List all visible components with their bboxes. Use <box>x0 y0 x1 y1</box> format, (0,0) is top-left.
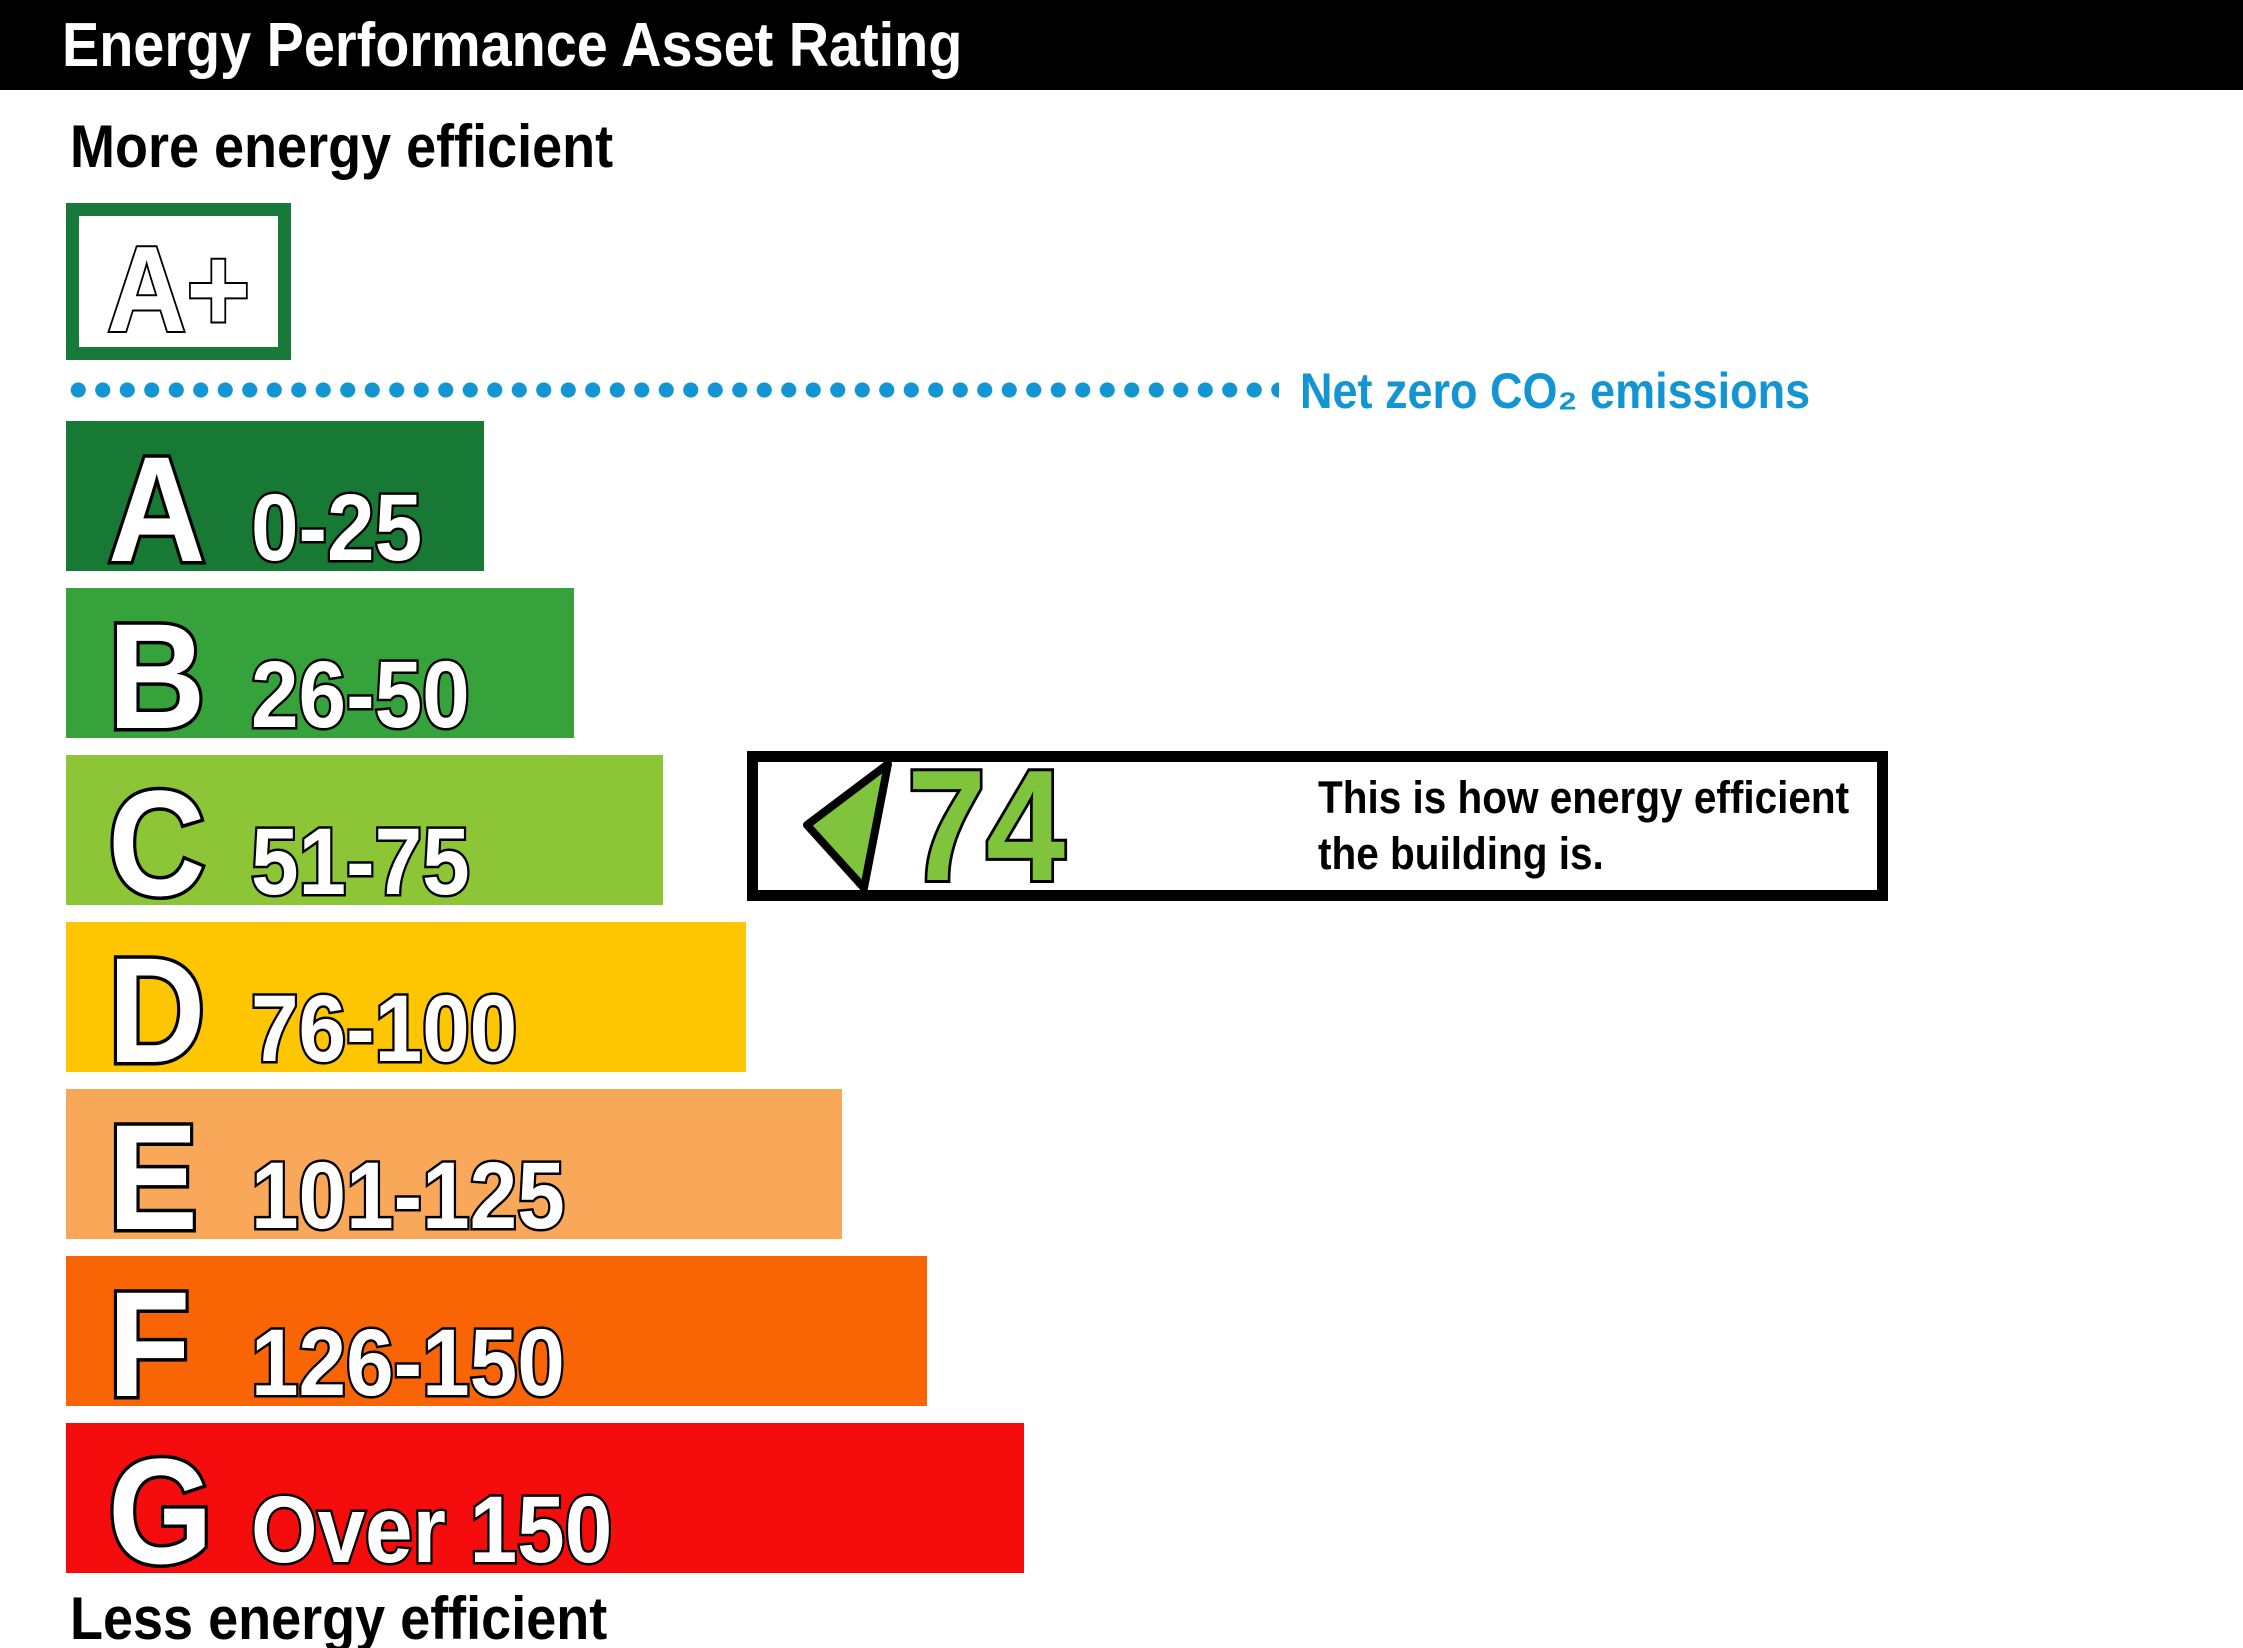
less-efficient-label: Less energy efficient <box>70 1585 608 1648</box>
indicator-value: 74 <box>904 738 1068 914</box>
band-letter: A <box>105 425 209 593</box>
band-range: 76-100 <box>249 976 520 1082</box>
band-b: B 26-50 <box>66 588 574 755</box>
band-letter: F <box>105 1260 194 1428</box>
page-title: Energy Performance Asset Rating <box>62 10 963 80</box>
band-e: E 101-125 <box>66 1089 842 1256</box>
band-range: 126-150 <box>249 1310 567 1416</box>
band-c: C 51-75 <box>66 755 663 922</box>
band-letter: B <box>105 592 209 760</box>
band-d: D 76-100 <box>66 922 746 1089</box>
indicator-description: This is how energy efficient the buildin… <box>1318 770 1849 882</box>
indicator-description-line2: the building is. <box>1318 828 1604 879</box>
band-letter: C <box>105 759 209 927</box>
dotted-line <box>66 382 1279 398</box>
band-range: 101-125 <box>249 1143 567 1249</box>
title-bar: Energy Performance Asset Rating <box>0 0 2243 90</box>
band-a: A 0-25 <box>66 421 484 588</box>
a-plus-box: A+ <box>66 203 291 360</box>
a-plus-label: A+ <box>105 220 252 357</box>
band-letter: D <box>105 926 209 1094</box>
more-efficient-label: More energy efficient <box>70 113 614 180</box>
indicator-arrow-icon <box>803 760 892 892</box>
band-range: 51-75 <box>249 809 472 915</box>
band-f: F 126-150 <box>66 1256 927 1423</box>
band-range: 0-25 <box>249 475 425 581</box>
net-zero-label: Net zero CO₂ emissions <box>1300 363 1811 419</box>
band-range: 26-50 <box>249 642 472 748</box>
indicator-box: 74 This is how energy efficient the buil… <box>747 744 1888 908</box>
band-letter: E <box>105 1093 201 1261</box>
band-letter: G <box>105 1427 216 1595</box>
band-range: Over 150 <box>249 1477 615 1583</box>
band-g: G Over 150 <box>66 1423 1024 1590</box>
indicator-description-line1: This is how energy efficient <box>1318 772 1850 823</box>
